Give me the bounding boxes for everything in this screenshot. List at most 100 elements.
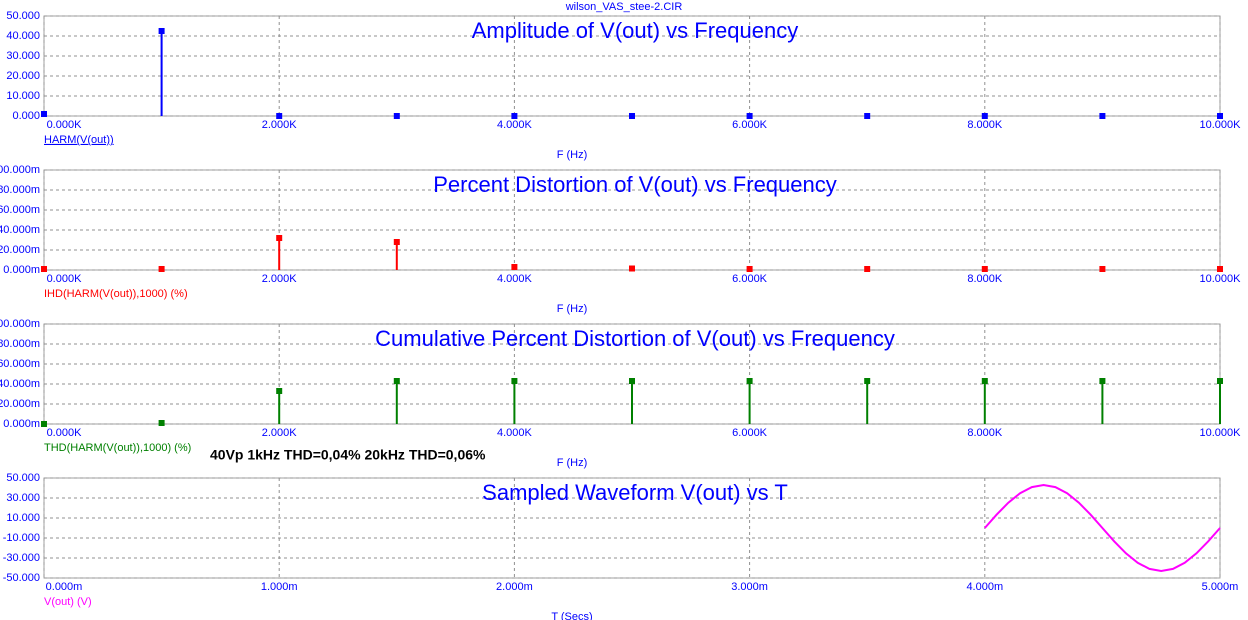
y-tick-label: 0.000 bbox=[12, 110, 40, 122]
y-tick-label: 50.000 bbox=[6, 472, 40, 484]
x-tick-label: 2.000m bbox=[496, 581, 533, 593]
stem-marker bbox=[981, 113, 988, 119]
y-tick-label: 20.000 bbox=[6, 70, 40, 82]
y-tick-label: 80.000m bbox=[0, 338, 40, 350]
y-tick-label: 30.000 bbox=[6, 492, 40, 504]
stem-marker bbox=[276, 113, 283, 119]
y-tick-label: -10.000 bbox=[3, 532, 40, 544]
x-tick-label: 8.000K bbox=[967, 273, 1003, 285]
stem bbox=[746, 378, 753, 424]
stem bbox=[511, 264, 518, 270]
x-tick-label: 4.000K bbox=[497, 119, 533, 131]
y-tick-label: 10.000 bbox=[6, 90, 40, 102]
y-tick-label: 60.000m bbox=[0, 358, 40, 370]
stem-marker bbox=[864, 378, 871, 384]
stem-marker bbox=[864, 266, 871, 272]
x-tick-label: 10.000K bbox=[1200, 427, 1242, 439]
stem-marker bbox=[511, 378, 518, 384]
x-tick-label: 2.000K bbox=[262, 273, 298, 285]
stem-marker bbox=[1217, 266, 1223, 272]
stem bbox=[629, 378, 635, 424]
stem-marker bbox=[511, 264, 518, 270]
stem bbox=[864, 266, 871, 272]
x-tick-label: 6.000K bbox=[732, 427, 768, 439]
stem bbox=[393, 378, 400, 424]
window-title: wilson_VAS_stee-2.CIR bbox=[565, 1, 683, 13]
x-tick-label: 10.000K bbox=[1200, 273, 1242, 285]
stem-marker bbox=[276, 388, 283, 394]
stem-marker bbox=[276, 235, 283, 241]
y-tick-label: 0.000m bbox=[3, 418, 40, 430]
stem bbox=[1099, 378, 1106, 424]
stem-marker bbox=[393, 113, 400, 119]
stem-marker bbox=[629, 378, 635, 384]
stem bbox=[393, 113, 400, 119]
stem bbox=[158, 266, 165, 272]
x-tick-label: 8.000K bbox=[967, 119, 1003, 131]
panel-title: Cumulative Percent Distortion of V(out) … bbox=[375, 326, 895, 351]
stem bbox=[393, 239, 400, 270]
stem-marker bbox=[158, 266, 165, 272]
panel-title: Sampled Waveform V(out) vs T bbox=[482, 480, 788, 505]
stem bbox=[746, 266, 753, 272]
x-tick-label: 5.000m bbox=[1202, 581, 1239, 593]
stem bbox=[276, 113, 283, 119]
y-tick-label: 40.000m bbox=[0, 378, 40, 390]
stem-marker bbox=[981, 378, 988, 384]
x-axis-label: F (Hz) bbox=[557, 303, 588, 315]
x-tick-label: 0.000K bbox=[47, 119, 83, 131]
x-axis-label: F (Hz) bbox=[557, 149, 588, 161]
annotation: 40Vp 1kHz THD=0,04% 20kHz THD=0,06% bbox=[210, 447, 486, 463]
stem bbox=[864, 113, 871, 119]
stem-marker bbox=[158, 28, 165, 34]
y-tick-label: 30.000 bbox=[6, 50, 40, 62]
stem bbox=[1217, 378, 1223, 424]
stem bbox=[158, 28, 165, 116]
stem bbox=[41, 111, 47, 117]
stem bbox=[511, 113, 518, 119]
stem bbox=[276, 388, 283, 424]
x-tick-label: 4.000K bbox=[497, 273, 533, 285]
y-tick-label: 20.000m bbox=[0, 398, 40, 410]
stem bbox=[864, 378, 871, 424]
y-tick-label: 80.000m bbox=[0, 184, 40, 196]
x-tick-label: 10.000K bbox=[1200, 119, 1242, 131]
stem bbox=[1217, 113, 1223, 119]
stem-marker bbox=[746, 266, 753, 272]
stem-marker bbox=[1217, 378, 1223, 384]
stem-marker bbox=[864, 113, 871, 119]
series-name: V(out) (V) bbox=[44, 596, 92, 608]
y-tick-label: 0.000m bbox=[3, 264, 40, 276]
x-tick-label: 1.000m bbox=[261, 581, 298, 593]
y-tick-label: 100.000m bbox=[0, 318, 40, 330]
stem-marker bbox=[511, 113, 518, 119]
stem bbox=[981, 378, 988, 424]
x-tick-label: 0.000K bbox=[47, 427, 83, 439]
stem-marker bbox=[981, 266, 988, 272]
stem-marker bbox=[1217, 113, 1223, 119]
y-tick-label: 40.000 bbox=[6, 30, 40, 42]
y-tick-label: 20.000m bbox=[0, 244, 40, 256]
y-tick-label: 60.000m bbox=[0, 204, 40, 216]
x-tick-label: 6.000K bbox=[732, 273, 768, 285]
stem bbox=[511, 378, 518, 424]
stem bbox=[276, 235, 283, 270]
x-tick-label: 0.000m bbox=[46, 581, 83, 593]
stem-marker bbox=[158, 420, 165, 426]
x-tick-label: 0.000K bbox=[47, 273, 83, 285]
stem bbox=[1099, 113, 1106, 119]
x-tick-label: 3.000m bbox=[731, 581, 768, 593]
stem bbox=[746, 113, 753, 119]
stem-marker bbox=[41, 111, 47, 117]
stem bbox=[41, 266, 47, 272]
x-tick-label: 4.000K bbox=[497, 427, 533, 439]
panel-title: Amplitude of V(out) vs Frequency bbox=[472, 18, 798, 43]
stem bbox=[158, 420, 165, 426]
stem-marker bbox=[629, 265, 635, 272]
stem bbox=[1217, 266, 1223, 272]
stem bbox=[629, 113, 635, 119]
y-tick-label: -30.000 bbox=[3, 552, 40, 564]
stem bbox=[629, 265, 635, 272]
series-name: HARM(V(out)) bbox=[44, 134, 114, 146]
stem-marker bbox=[1099, 113, 1106, 119]
